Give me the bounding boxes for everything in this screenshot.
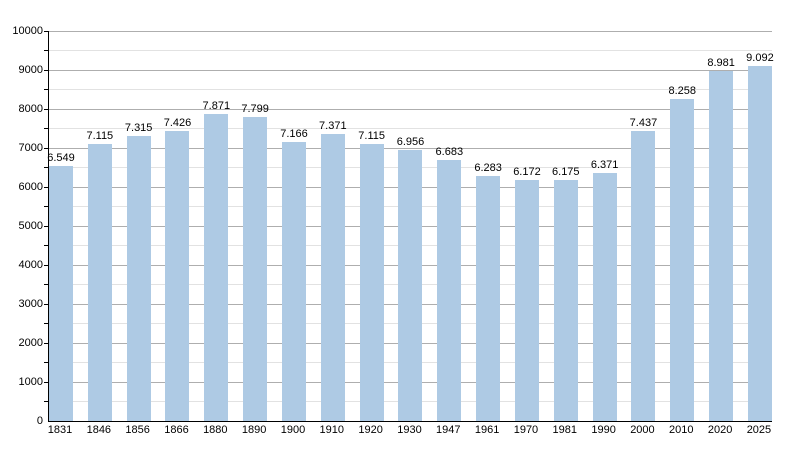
x-tick-label: 2025 — [746, 424, 772, 436]
bar — [709, 70, 734, 421]
bar-value-label: 7.371 — [319, 119, 347, 132]
bar-value-label: 7.871 — [202, 100, 231, 113]
x-tick-label: 1866 — [164, 424, 189, 436]
y-axis-tick — [44, 362, 48, 363]
x-tick-label: 1900 — [280, 424, 306, 436]
bar — [87, 143, 112, 421]
bar — [514, 180, 539, 421]
bar — [631, 130, 656, 421]
bar — [49, 165, 73, 421]
x-tick-label: 2020 — [707, 424, 733, 436]
bar-value-label: 9.092 — [746, 52, 774, 65]
plot-area: 6.549 7.115 7.315 7.426 7.871 7.799 7.166 7.371… — [44, 31, 774, 422]
y-axis-tick — [44, 206, 48, 207]
bar — [359, 143, 384, 421]
x-tick-label: 1890 — [241, 424, 267, 436]
bar — [281, 141, 306, 421]
bar-value-label: 7.115 — [86, 129, 114, 142]
y-tick-label: 2000 — [18, 337, 43, 349]
bar — [165, 131, 190, 421]
y-axis-tick — [44, 265, 48, 266]
y-tick-label: 9000 — [18, 64, 43, 76]
y-tick-label: 6000 — [18, 181, 43, 193]
bar — [592, 172, 617, 421]
bar-value-label: 7.315 — [124, 121, 153, 134]
bar — [126, 135, 151, 421]
x-tick-label: 1947 — [436, 424, 461, 436]
bar-value-label: 7.166 — [280, 127, 308, 140]
bar-value-label: 6.371 — [590, 158, 619, 171]
bar-value-label: 6.956 — [396, 135, 425, 148]
bar — [553, 180, 578, 421]
bar — [204, 114, 229, 421]
y-tick-label: 1000 — [18, 376, 43, 388]
y-axis-tick — [44, 382, 48, 383]
y-axis-tick — [44, 304, 48, 305]
bar-value-label: 6.283 — [474, 161, 502, 174]
y-axis-labels: 0 1000 2000 3000 4000 5000 6000 7000 8000 9000 100… — [0, 25, 44, 427]
y-axis-tick — [44, 148, 48, 149]
x-tick-label: 1990 — [591, 424, 616, 436]
y-axis-tick — [44, 31, 48, 32]
bar-value-label: 6.683 — [435, 146, 464, 159]
y-axis-tick — [44, 343, 48, 344]
bar-value-label: 7.115 — [358, 129, 385, 142]
x-tick-label: 1961 — [474, 424, 500, 436]
y-axis-tick — [44, 89, 48, 90]
y-axis-tick — [44, 401, 48, 402]
y-axis-tick — [44, 50, 48, 51]
y-tick-label: 10000 — [12, 25, 43, 37]
y-axis-tick — [44, 109, 48, 110]
x-tick-label: 2010 — [669, 424, 694, 436]
bar-value-label: 8.258 — [668, 84, 697, 97]
bar-value-label: 6.549 — [47, 151, 75, 164]
y-axis-tick — [44, 284, 48, 285]
y-tick-label: 0 — [36, 415, 43, 427]
bar — [320, 133, 345, 421]
x-tick-label: 1930 — [397, 424, 422, 436]
x-tick-label: 1846 — [86, 424, 112, 436]
bar-value-label: 7.426 — [163, 117, 192, 130]
bar — [243, 116, 268, 421]
gridline — [49, 109, 772, 110]
x-tick-label: 1880 — [203, 424, 228, 436]
x-tick-label: 1856 — [125, 424, 150, 436]
y-tick-label: 5000 — [18, 220, 43, 232]
x-tick-label: 1981 — [552, 424, 578, 436]
x-axis-labels: 1831 1846 1856 1866 1880 1890 1900 1910 1920 1930… — [48, 424, 771, 440]
x-tick-label: 2000 — [630, 424, 655, 436]
bar-value-label: 7.437 — [629, 116, 658, 129]
y-tick-label: 3000 — [18, 298, 43, 310]
bar-value-label: 6.172 — [513, 166, 541, 179]
y-axis-tick — [44, 70, 48, 71]
bar-value-label: 8.981 — [707, 56, 735, 69]
y-axis-tick — [44, 226, 48, 227]
y-axis-tick — [44, 245, 48, 246]
x-tick-label: 1831 — [47, 424, 73, 436]
y-tick-label: 8000 — [18, 103, 43, 115]
bar — [747, 66, 772, 421]
y-tick-label: 7000 — [18, 142, 43, 154]
y-axis-tick — [44, 323, 48, 324]
gridline — [49, 31, 772, 32]
x-tick-label: 1910 — [319, 424, 345, 436]
gridline — [49, 148, 772, 149]
y-tick-label: 4000 — [18, 259, 43, 271]
y-axis-tick — [44, 167, 48, 168]
bar — [398, 149, 423, 421]
gridline — [49, 89, 772, 90]
bar — [670, 98, 695, 421]
bar-value-label: 6.175 — [552, 166, 580, 179]
gridline — [49, 128, 772, 129]
bar — [437, 160, 462, 421]
x-tick-label: 1970 — [513, 424, 539, 436]
y-axis-tick — [44, 187, 48, 188]
bar-value-label: 7.799 — [241, 102, 269, 115]
bar — [476, 175, 501, 421]
x-tick-label: 1920 — [358, 424, 383, 436]
gridline — [49, 50, 772, 51]
y-axis-tick — [44, 128, 48, 129]
gridline — [49, 70, 772, 71]
